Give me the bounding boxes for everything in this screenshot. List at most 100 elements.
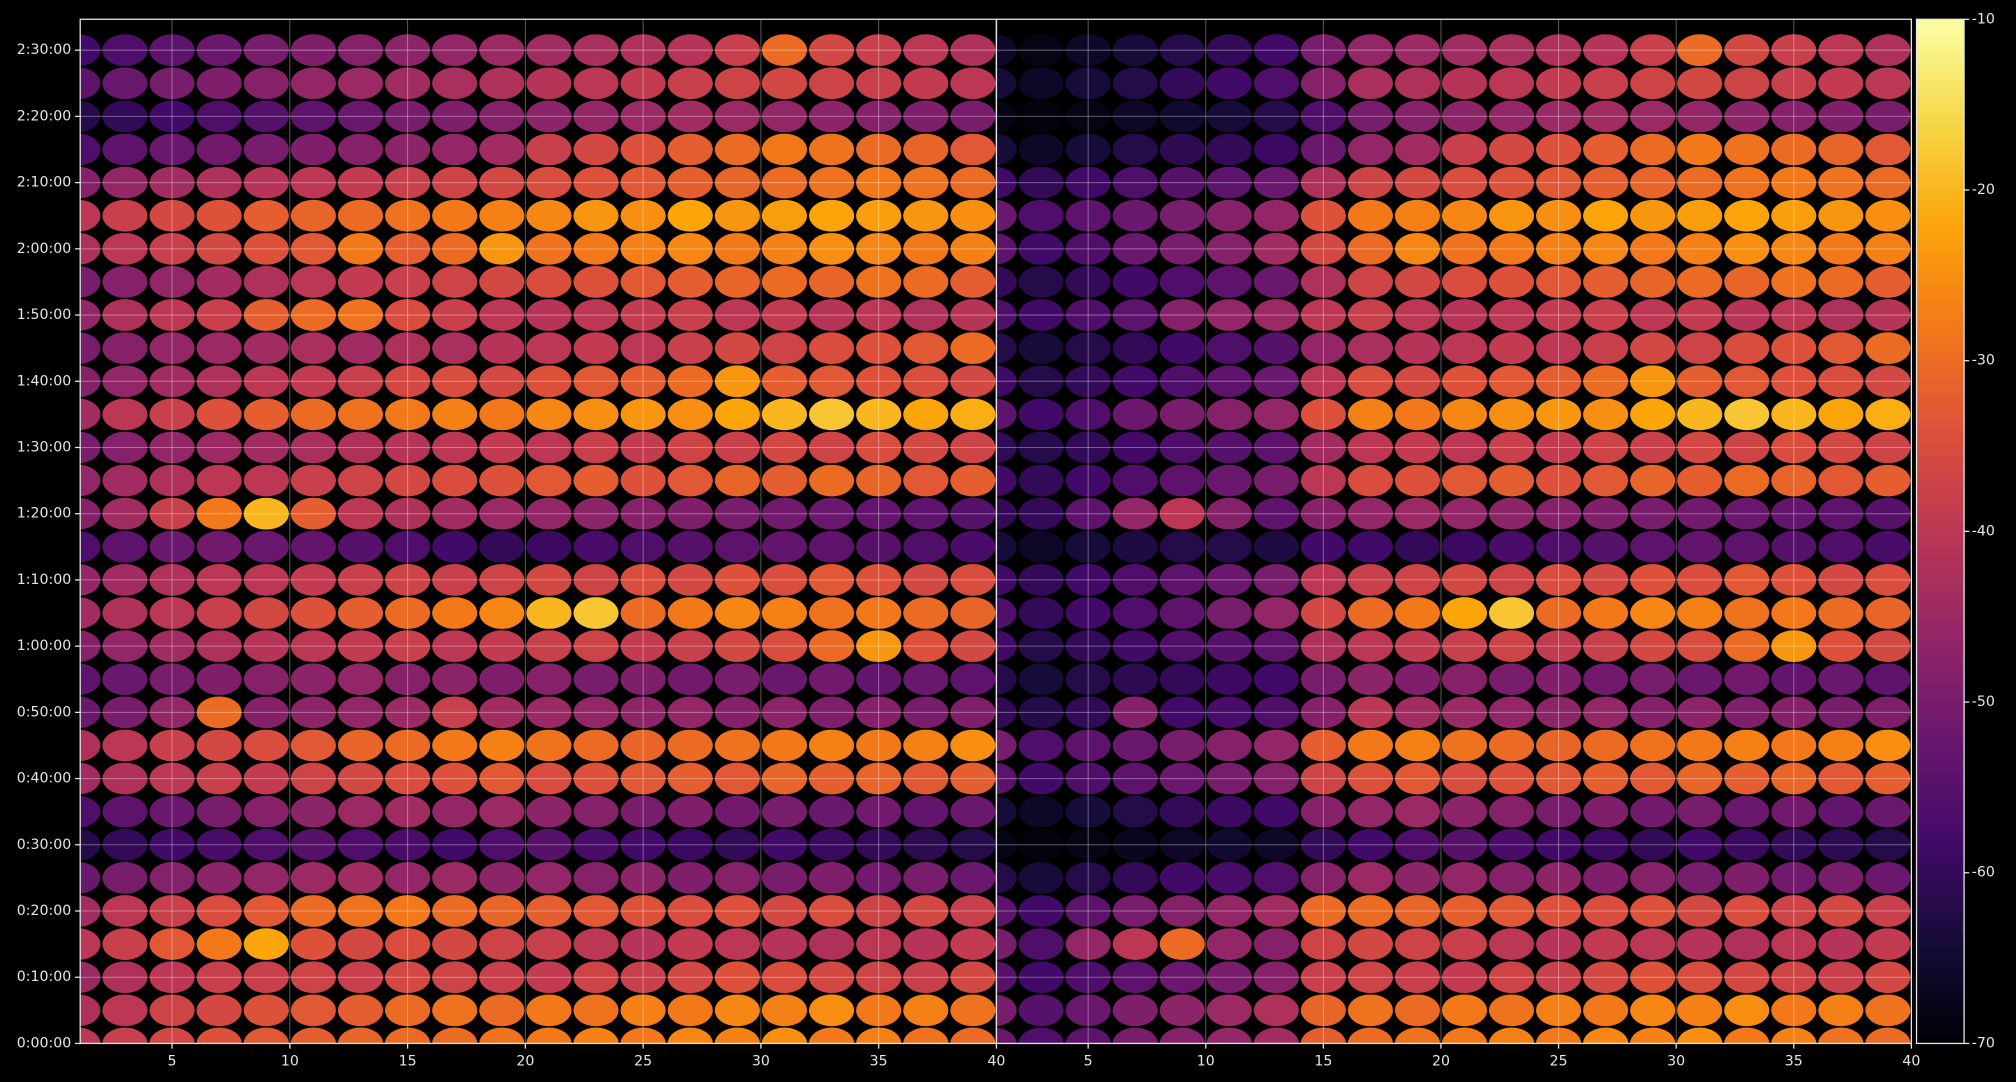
heat-cell — [384, 994, 431, 1027]
heat-cell — [1488, 795, 1535, 828]
heat-cell — [950, 431, 996, 464]
heat-cell — [196, 365, 242, 398]
colorbar-step — [1916, 702, 1965, 712]
colorbar-step — [1916, 138, 1965, 149]
heat-cell — [1394, 696, 1441, 729]
heat-cell — [903, 663, 949, 696]
heat-cell — [1583, 199, 1629, 232]
heat-cell — [808, 862, 855, 894]
heat-cell — [1583, 398, 1629, 431]
heat-cell — [996, 564, 1017, 596]
heat-cell — [243, 100, 289, 133]
heat-cell — [290, 928, 336, 961]
heat-cell — [290, 530, 336, 563]
heat-cell — [1771, 34, 1817, 67]
heat-cell — [1535, 431, 1582, 464]
heat-cell — [714, 895, 760, 927]
x-tick-label: 10 — [1197, 1053, 1215, 1069]
colorbar-tick-label: -20 — [1972, 182, 1995, 198]
heat-cell — [714, 696, 760, 729]
colorbar-step — [1916, 539, 1965, 550]
heat-cell — [384, 895, 431, 927]
heat-cell — [337, 895, 384, 927]
heat-cell — [1206, 895, 1252, 927]
heat-cell — [1253, 365, 1299, 398]
heat-cell — [1630, 696, 1676, 729]
heat-cell — [1535, 762, 1582, 795]
heat-cell — [1583, 299, 1629, 331]
heat-cell — [1300, 564, 1346, 596]
heat-cell — [1018, 762, 1064, 795]
colorbar-step — [1916, 992, 1965, 1002]
heat-cell — [1724, 994, 1770, 1027]
heat-cell — [620, 299, 666, 331]
heat-cell — [996, 895, 1017, 927]
colorbar-step — [1916, 915, 1965, 925]
heat-cell — [384, 133, 431, 166]
heat-cell — [432, 299, 478, 331]
heat-cell — [1206, 862, 1252, 894]
heat-cell — [384, 365, 431, 398]
heat-cell — [1300, 630, 1346, 663]
heat-cell — [667, 828, 713, 861]
heat-cell — [1347, 696, 1393, 729]
heat-cell — [80, 762, 101, 795]
heat-cell — [1488, 100, 1535, 133]
heat-cell — [1112, 795, 1158, 828]
heat-cell — [1535, 332, 1582, 365]
heat-cell — [243, 133, 289, 166]
heat-cell — [808, 961, 855, 994]
heat-cell — [1535, 928, 1582, 961]
heat-cell — [1630, 34, 1676, 67]
heat-cell — [1488, 729, 1535, 762]
colorbar-step — [1916, 463, 1965, 473]
heat-cell — [526, 597, 572, 629]
heat-cell — [950, 299, 996, 331]
heat-cell — [620, 497, 666, 530]
heat-cell — [1347, 729, 1393, 762]
heat-cell — [667, 729, 713, 762]
heat-cell — [80, 862, 101, 894]
heat-cell — [1253, 994, 1299, 1027]
heat-cell — [1818, 431, 1864, 464]
heat-cell — [384, 729, 431, 762]
heat-cell — [950, 497, 996, 530]
heat-cell — [761, 133, 808, 166]
heat-cell — [903, 795, 949, 828]
heat-cell — [1488, 266, 1535, 298]
heat-cell — [1018, 1027, 1064, 1044]
heat-cell — [950, 597, 996, 629]
heat-cell — [856, 67, 902, 100]
heat-cell — [337, 34, 384, 67]
heat-cell — [196, 895, 242, 927]
heat-cell — [1112, 663, 1158, 696]
heat-cell — [432, 928, 478, 961]
heat-cell — [667, 928, 713, 961]
heat-cell — [337, 961, 384, 994]
heat-cell — [526, 398, 572, 431]
heat-cell — [290, 266, 336, 298]
heat-cell — [149, 100, 195, 133]
heat-cell — [950, 696, 996, 729]
heat-cell — [1065, 1027, 1111, 1044]
heat-cell — [1347, 862, 1393, 894]
heat-cell — [1630, 232, 1676, 265]
heat-cell — [1441, 332, 1488, 365]
heat-cell — [1488, 597, 1535, 629]
heat-cell — [808, 795, 855, 828]
heat-cell — [384, 630, 431, 663]
heat-cell — [714, 530, 760, 563]
heat-cell — [573, 497, 619, 530]
heat-cell — [903, 497, 949, 530]
heat-cell — [1771, 597, 1817, 629]
heat-cell — [1677, 663, 1723, 696]
heat-cell — [1441, 696, 1488, 729]
heat-cell — [1347, 199, 1393, 232]
heat-cell — [1065, 199, 1111, 232]
heat-cell — [1394, 100, 1441, 133]
heat-cell — [243, 464, 289, 497]
heat-cell — [1206, 166, 1252, 199]
heat-cell — [1724, 828, 1770, 861]
heat-cell — [1677, 299, 1723, 331]
heat-cell — [432, 232, 478, 265]
